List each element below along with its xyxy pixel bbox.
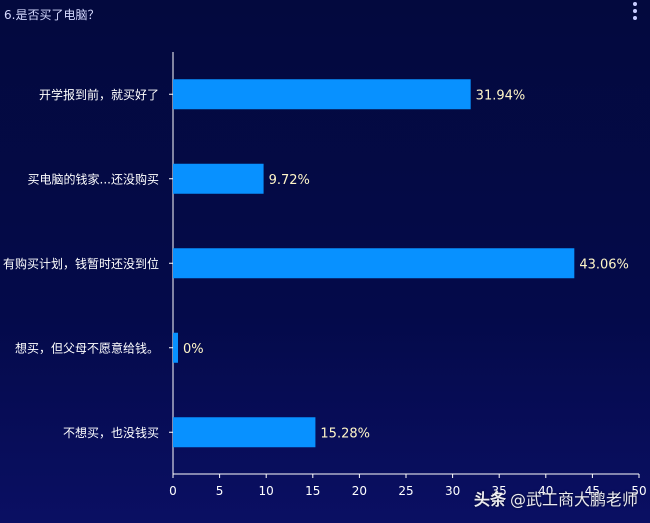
- x-tick-label: 10: [259, 484, 274, 498]
- value-label: 15.28%: [320, 426, 370, 441]
- bar: [173, 417, 316, 448]
- value-label: 43.06%: [579, 257, 629, 272]
- more-vertical-icon[interactable]: [632, 2, 638, 20]
- chart-title: 6.是否买了电脑？: [4, 8, 100, 22]
- value-label: 9.72%: [269, 173, 310, 188]
- x-tick-label: 50: [631, 484, 646, 498]
- x-tick-label: 35: [492, 484, 507, 498]
- bar: [173, 248, 575, 279]
- x-tick-label: 20: [352, 484, 367, 498]
- category-label: 买电脑的钱家...还没购买: [28, 171, 159, 186]
- x-tick-label: 5: [216, 484, 224, 498]
- x-tick-label: 0: [169, 484, 177, 498]
- x-tick-label: 40: [538, 484, 553, 498]
- category-label: 不想买，也没钱买: [63, 425, 159, 440]
- bar: [173, 332, 178, 363]
- x-tick-label: 30: [445, 484, 460, 498]
- category-label: 有购买计划，钱暂时还没到位: [3, 256, 159, 271]
- bar: [173, 79, 471, 110]
- x-tick-label: 15: [305, 484, 320, 498]
- value-label: 31.94%: [476, 88, 526, 103]
- category-label: 想买，但父母不愿意给钱。: [15, 340, 159, 355]
- x-tick-label: 25: [398, 484, 413, 498]
- watermark: 头条 @武工商大鹏老师: [474, 486, 638, 510]
- x-tick-label: 45: [585, 484, 600, 498]
- value-label: 0%: [183, 342, 204, 357]
- watermark-brand: 头条: [473, 490, 506, 509]
- watermark-author: @武工商大鹏老师: [509, 490, 638, 509]
- category-label: 开学报到前，就买好了: [39, 87, 159, 102]
- bar: [173, 163, 264, 194]
